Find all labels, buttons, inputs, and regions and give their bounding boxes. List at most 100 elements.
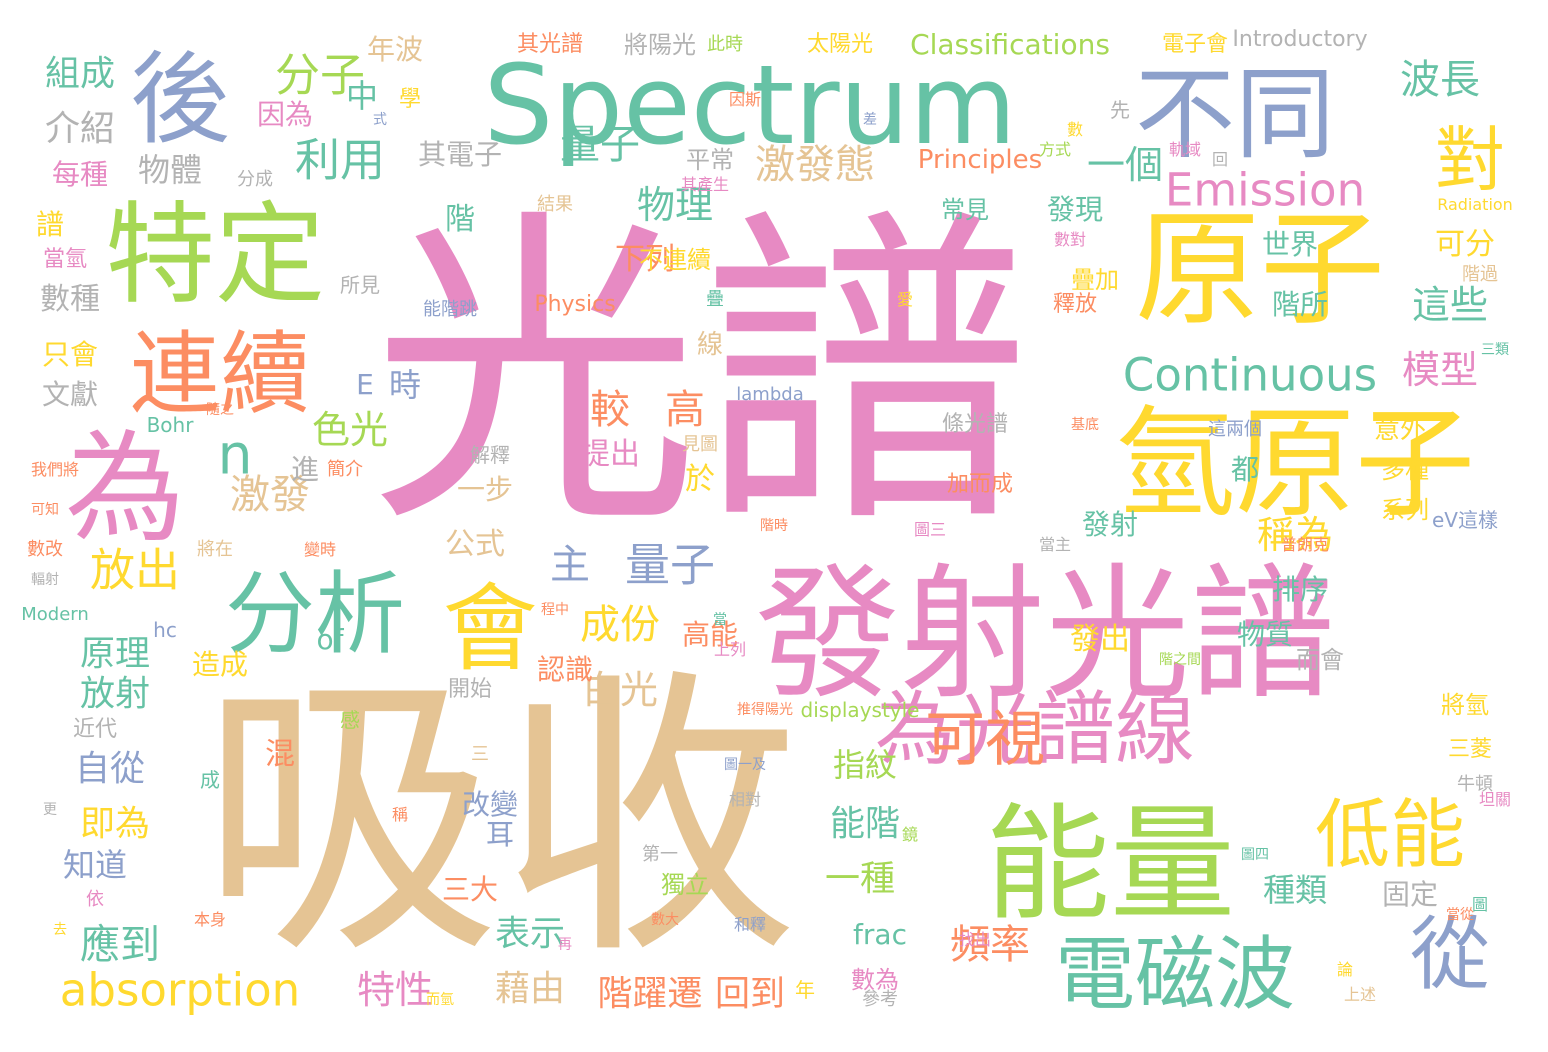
word-cloud-term: 解釋	[470, 443, 510, 467]
word-cloud-term: 開始	[447, 677, 493, 702]
word-cloud-term: 階躍遷	[597, 974, 703, 1015]
word-cloud-term: 改變	[461, 788, 519, 821]
word-cloud-term: Principles	[917, 145, 1043, 175]
word-cloud-term: 特定	[105, 191, 325, 319]
word-cloud-term: 於	[685, 462, 715, 497]
word-cloud-term: 上列	[713, 640, 747, 659]
word-cloud-term: 論	[1336, 960, 1354, 979]
word-cloud-term: 此時	[707, 34, 743, 55]
word-cloud-term: 進	[290, 453, 320, 486]
word-cloud-term: 圖	[1471, 895, 1489, 914]
word-cloud-term: 數改	[27, 539, 63, 560]
word-cloud-term: 物理	[636, 183, 714, 227]
word-cloud-term: 激發態	[755, 142, 875, 188]
word-cloud-term: 一步	[456, 473, 514, 506]
word-cloud-term: 較	[590, 387, 630, 433]
word-cloud-term: 隨之	[206, 402, 234, 418]
word-cloud-term: 年波	[366, 33, 424, 66]
word-cloud-term: 階所	[1271, 288, 1329, 321]
word-cloud-term: 見圖	[682, 434, 718, 455]
word-cloud-term: 回	[1211, 150, 1229, 169]
word-cloud-term: 其產生	[680, 175, 730, 194]
word-cloud-term: 更	[43, 802, 57, 818]
word-cloud-term: 分析	[225, 562, 405, 667]
word-cloud-term: 主	[550, 542, 590, 588]
word-cloud-term: 稱	[391, 805, 409, 824]
word-cloud-term: 後	[130, 41, 230, 158]
word-cloud-term: 特性	[356, 968, 434, 1012]
word-cloud-term: 當主	[1038, 535, 1072, 554]
word-cloud-term: 一種	[824, 859, 896, 900]
word-cloud-term: 能階	[829, 804, 901, 845]
word-cloud-term: 條光譜	[941, 412, 1009, 437]
word-cloud-term: 去	[53, 922, 67, 938]
word-cloud-term: 三類	[1481, 342, 1509, 358]
word-cloud-term: 電磁波	[1055, 928, 1295, 1021]
word-cloud-term: 系列	[1381, 496, 1429, 524]
word-cloud-term: 表示	[494, 914, 566, 955]
word-cloud-term: 線	[696, 330, 724, 360]
word-cloud-term: 可分	[1435, 227, 1495, 262]
word-cloud-term: 文獻	[41, 378, 99, 411]
word-cloud-term: 為	[65, 420, 185, 559]
word-cloud-term: 下列	[615, 242, 675, 277]
word-cloud-term: 量子	[624, 538, 716, 592]
word-cloud-term: 其電子	[417, 138, 503, 171]
word-cloud-term: 低能	[1314, 790, 1466, 879]
word-cloud-term: 程中	[541, 602, 569, 618]
word-cloud-term: 階	[445, 202, 475, 237]
word-cloud-term: 三菱	[1447, 737, 1493, 762]
word-cloud-term: 白光	[581, 668, 659, 712]
word-cloud-term: 感	[340, 708, 360, 732]
word-cloud-term: 圖一及	[724, 757, 766, 773]
word-cloud-term: Spectrum	[483, 41, 1017, 169]
word-cloud-term: Emission	[1164, 163, 1366, 217]
word-cloud-term: 頻率	[950, 922, 1030, 968]
word-cloud-term: 階時	[760, 518, 788, 534]
word-cloud-term: 先	[1110, 98, 1130, 122]
word-cloud-term: 中	[341, 79, 379, 111]
word-cloud-term: 光譜	[370, 183, 1030, 567]
word-cloud-term: 原子	[1135, 197, 1385, 343]
word-cloud-term: 第一	[642, 844, 678, 865]
word-cloud-term: 連續	[130, 322, 310, 427]
word-cloud-term: Physics	[534, 292, 616, 317]
word-cloud-term: 圖四	[1241, 847, 1269, 863]
word-cloud-term: 譜	[35, 208, 65, 241]
word-cloud-term: 成	[200, 768, 220, 792]
word-cloud-term: 認識	[536, 653, 594, 686]
word-cloud-term: 平常	[686, 146, 734, 174]
word-cloud-term: 會	[442, 574, 538, 685]
word-cloud-term: 原理	[79, 634, 151, 675]
word-cloud-term: 將氫	[1441, 691, 1489, 719]
word-cloud-term: 公式	[445, 527, 505, 562]
word-cloud-term: 造成	[191, 648, 249, 681]
word-cloud-term: 式	[373, 112, 387, 128]
word-cloud-term: 分成	[237, 169, 273, 190]
word-cloud-term: 放出	[89, 543, 181, 597]
word-cloud-term: 當氫	[42, 247, 88, 272]
word-cloud-term: 疊加	[1071, 266, 1119, 294]
word-cloud-term: absorption	[59, 963, 301, 1017]
word-cloud-term: 吸收	[200, 645, 800, 994]
word-cloud-term: 放射	[79, 674, 151, 715]
word-cloud-term: 所見	[340, 273, 380, 297]
word-cloud-term: 提出	[580, 437, 640, 472]
word-cloud-term: 依	[86, 889, 104, 910]
word-cloud-term: of	[316, 623, 344, 656]
word-cloud-term: 發射	[1081, 508, 1139, 541]
word-cloud-term: hc	[153, 618, 177, 642]
word-cloud-term: 高	[665, 387, 705, 433]
word-cloud-term: 其光譜	[516, 32, 584, 57]
word-cloud-term: 成份	[580, 602, 660, 648]
word-cloud-term: frac	[853, 918, 907, 951]
word-cloud-term: 變時	[303, 540, 337, 559]
word-cloud-term: 對	[1435, 119, 1505, 201]
word-cloud-term: 可知	[31, 502, 59, 518]
word-cloud-term: 獨立	[661, 871, 709, 899]
word-cloud-term: 基底	[1071, 417, 1099, 433]
word-cloud-term: 色光	[311, 408, 389, 452]
word-cloud-term: 為光譜線	[875, 683, 1195, 776]
word-cloud-term: 牛頓	[1457, 774, 1493, 795]
